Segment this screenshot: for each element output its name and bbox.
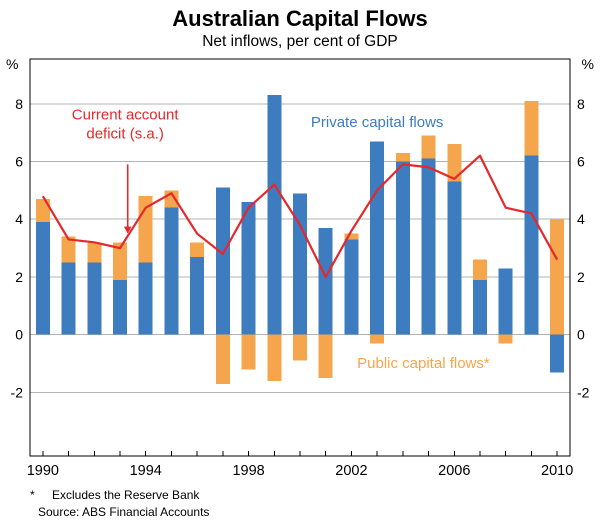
svg-text:2002: 2002 (335, 463, 367, 479)
svg-text:2: 2 (15, 269, 23, 285)
svg-text:Public capital flows*: Public capital flows* (357, 355, 490, 372)
svg-text:4: 4 (15, 211, 23, 227)
svg-text:-2: -2 (577, 384, 590, 400)
svg-text:0: 0 (15, 327, 23, 343)
footnote-line: * Excludes the Reserve Bank (30, 487, 600, 504)
svg-text:1994: 1994 (130, 463, 162, 479)
svg-text:8: 8 (15, 96, 23, 112)
svg-text:Current account: Current account (72, 107, 180, 124)
capital-flows-chart: -2 -2 0 0 2 2 4 4 6 6 8 8% % 1990 1994 1998 2002 2006 2010… (6, 56, 594, 479)
svg-text:1990: 1990 (27, 463, 59, 479)
svg-text:2006: 2006 (438, 463, 470, 479)
svg-text:6: 6 (15, 153, 23, 169)
svg-text:8: 8 (577, 96, 585, 112)
chart-title: Australian Capital Flows (172, 6, 428, 31)
svg-text:4: 4 (577, 211, 585, 227)
source-note: Source: ABS Financial Accounts (38, 505, 210, 519)
svg-text:deficit (s.a.): deficit (s.a.) (86, 126, 164, 143)
svg-text:0: 0 (577, 327, 585, 343)
svg-text:-2: -2 (11, 384, 24, 400)
svg-text:2010: 2010 (541, 463, 573, 479)
footnotes: * Excludes the Reserve Bank Source: ABS F… (0, 487, 600, 521)
svg-text:2: 2 (577, 269, 585, 285)
svg-text:1998: 1998 (232, 463, 264, 479)
svg-text:%: % (6, 56, 18, 72)
footnote-text: Excludes the Reserve Bank (52, 488, 200, 502)
svg-text:Private capital flows: Private capital flows (311, 114, 444, 131)
svg-text:%: % (582, 56, 594, 72)
footnote-marker: * (30, 488, 35, 502)
chart-subtitle: Net inflows, per cent of GDP (202, 33, 398, 50)
svg-text:6: 6 (577, 153, 585, 169)
